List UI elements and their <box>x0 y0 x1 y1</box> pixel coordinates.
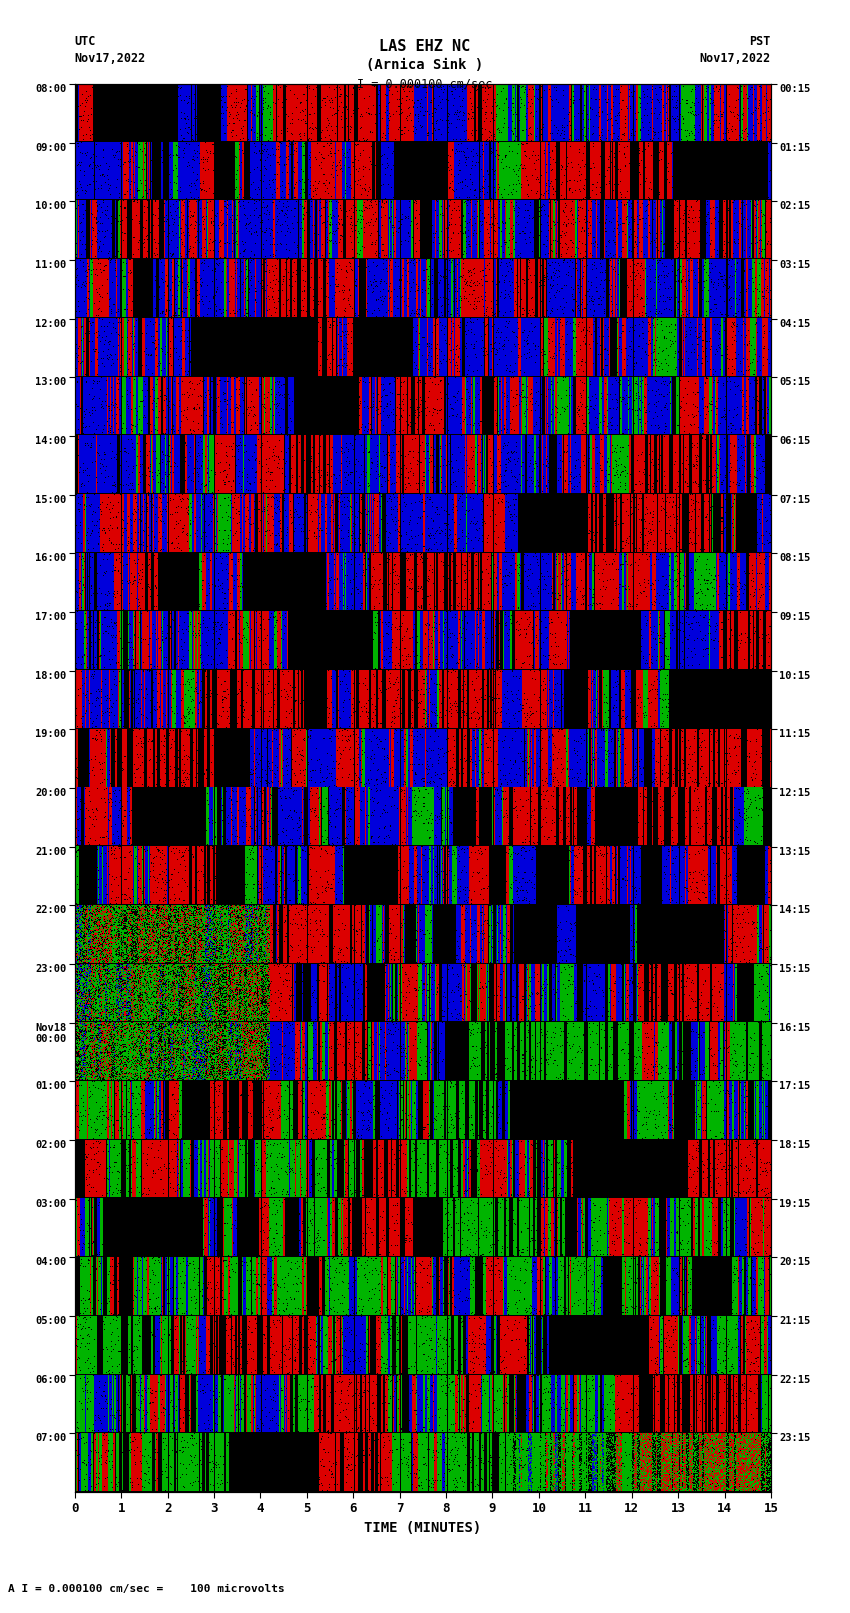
Text: LAS EHZ NC: LAS EHZ NC <box>379 39 471 53</box>
Text: UTC: UTC <box>75 35 96 48</box>
X-axis label: TIME (MINUTES): TIME (MINUTES) <box>365 1521 481 1536</box>
Text: Nov17,2022: Nov17,2022 <box>75 52 146 65</box>
Text: PST: PST <box>750 35 771 48</box>
Text: I = 0.000100 cm/sec: I = 0.000100 cm/sec <box>357 77 493 90</box>
Text: A I = 0.000100 cm/sec =    100 microvolts: A I = 0.000100 cm/sec = 100 microvolts <box>8 1584 286 1594</box>
Text: Nov17,2022: Nov17,2022 <box>700 52 771 65</box>
Text: (Arnica Sink ): (Arnica Sink ) <box>366 58 484 73</box>
